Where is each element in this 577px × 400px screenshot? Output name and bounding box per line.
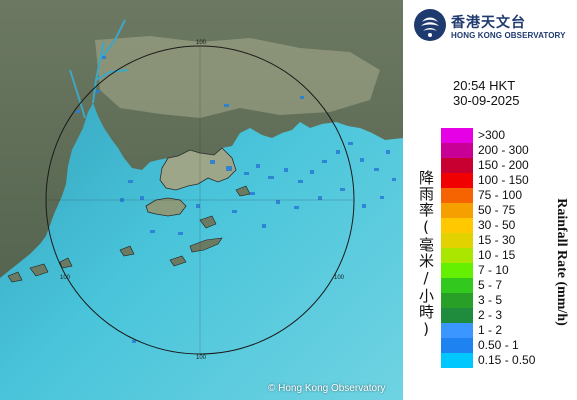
range-ring-label-south: 100 [196,355,207,361]
legend-row: 2 - 3 [441,308,571,323]
copyright-notice: © Hong Kong Observatory [268,383,386,394]
legend-swatch [441,278,473,293]
legend-swatch [441,248,473,263]
legend-swatch [441,218,473,233]
legend-row: 15 - 30 [441,233,571,248]
logo-chinese-name: 香港天文台 [451,15,526,31]
legend-label: 10 - 15 [478,248,516,262]
legend-swatch [441,353,473,368]
logo-english-name: HONG KONG OBSERVATORY [451,31,566,40]
hko-emblem-icon [414,9,446,41]
radar-echoes [76,56,396,343]
legend-row: 75 - 100 [441,188,571,203]
legend-title-chinese: 降雨率(毫米/小時) [417,170,435,339]
legend-row: 30 - 50 [441,218,571,233]
radar-map-image: 100 100 100 100 [0,0,403,400]
legend-swatch [441,293,473,308]
legend-swatch [441,338,473,353]
legend-row: 5 - 7 [441,278,571,293]
islands [7,185,251,283]
legend-label: 7 - 10 [478,263,509,277]
legend-swatch [441,308,473,323]
hko-logo: 香港天文台 HONG KONG OBSERVATORY [413,8,573,44]
urban-area [95,36,380,118]
legend-label: 30 - 50 [478,218,516,232]
legend-label: 50 - 75 [478,203,516,217]
range-rings [45,45,355,355]
legend-label: 100 - 150 [478,173,529,187]
legend-row: 0.50 - 1 [441,338,571,353]
legend-label: 1 - 2 [478,323,503,337]
legend-swatch [441,158,473,173]
legend-label: 0.50 - 1 [478,338,519,352]
lantau-island [145,197,187,217]
legend-swatch [441,143,473,158]
legend-label: 5 - 7 [478,278,503,292]
legend-label: 15 - 30 [478,233,516,247]
legend-label: 200 - 300 [478,143,529,157]
legend-swatch [441,173,473,188]
range-ring-label-west: 100 [60,275,71,281]
legend-label: 150 - 200 [478,158,529,172]
radar-map[interactable]: 100 100 100 100 © Hong Kong Observatory [0,0,403,400]
legend-row: 7 - 10 [441,263,571,278]
legend-label: 3 - 5 [478,293,503,307]
legend-row: 200 - 300 [441,143,571,158]
legend-row: 10 - 15 [441,248,571,263]
hong-kong-territory [159,147,237,191]
legend-label: >300 [478,128,506,142]
legend-row: 100 - 150 [441,173,571,188]
legend-panel: 香港天文台 HONG KONG OBSERVATORY 20:54 HKT 30… [403,0,577,400]
legend-row: >300 [441,128,571,143]
range-ring-label-north: 100 [196,40,207,46]
legend-swatch [441,323,473,338]
legend-swatch [441,128,473,143]
observation-date: 30-09-2025 [453,93,520,108]
legend-label: 75 - 100 [478,188,523,202]
pearl-river-channels [69,19,129,119]
legend-swatch [441,233,473,248]
legend-row: 0.15 - 0.50 [441,353,571,368]
legend-label: 0.15 - 0.50 [478,353,536,367]
range-ring-label-east: 100 [334,275,345,281]
legend-row: 50 - 75 [441,203,571,218]
legend-swatch [441,203,473,218]
observation-time: 20:54 HKT [453,78,516,93]
legend-swatch [441,188,473,203]
legend-row: 150 - 200 [441,158,571,173]
legend-row: 3 - 5 [441,293,571,308]
legend-label: 2 - 3 [478,308,503,322]
legend-row: 1 - 2 [441,323,571,338]
legend-title-english: Rainfall Rate (mm/h) [554,198,569,326]
legend-swatch [441,263,473,278]
